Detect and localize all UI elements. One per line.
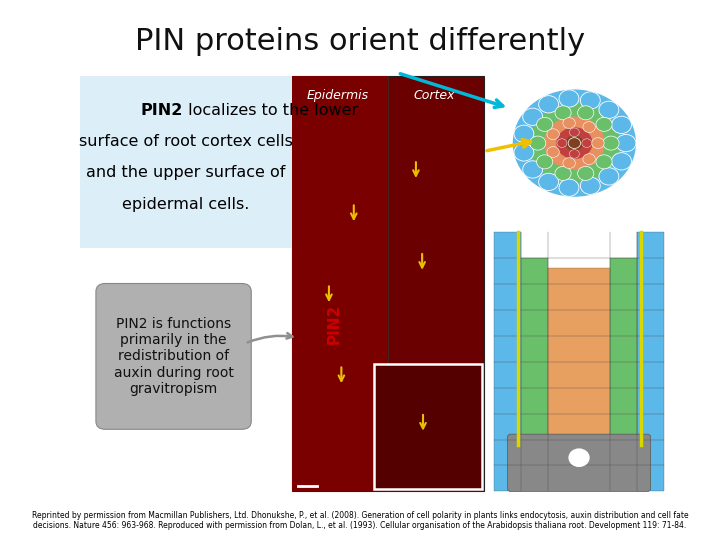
FancyBboxPatch shape xyxy=(292,76,485,491)
Circle shape xyxy=(577,166,594,180)
Circle shape xyxy=(530,136,546,150)
Text: localizes to the lower: localizes to the lower xyxy=(183,103,358,118)
Circle shape xyxy=(544,117,604,169)
Text: PIN2: PIN2 xyxy=(326,304,341,344)
FancyBboxPatch shape xyxy=(508,434,650,491)
FancyBboxPatch shape xyxy=(548,268,610,445)
Text: and the upper surface of: and the upper surface of xyxy=(86,165,286,180)
Text: Cortex: Cortex xyxy=(413,89,455,102)
FancyBboxPatch shape xyxy=(637,232,665,491)
Circle shape xyxy=(580,177,600,194)
Circle shape xyxy=(555,166,571,180)
Circle shape xyxy=(599,168,618,185)
FancyBboxPatch shape xyxy=(81,76,292,248)
Circle shape xyxy=(596,155,612,169)
FancyBboxPatch shape xyxy=(96,284,251,429)
Text: epidermal cells.: epidermal cells. xyxy=(122,197,250,212)
FancyBboxPatch shape xyxy=(374,364,482,489)
Circle shape xyxy=(530,104,619,182)
Circle shape xyxy=(611,153,631,170)
Circle shape xyxy=(596,117,612,131)
Text: PIN2: PIN2 xyxy=(140,103,183,118)
FancyBboxPatch shape xyxy=(292,76,388,491)
Circle shape xyxy=(513,90,635,196)
Circle shape xyxy=(557,139,567,147)
Circle shape xyxy=(567,136,582,150)
Circle shape xyxy=(514,144,534,161)
Circle shape xyxy=(547,129,559,140)
Circle shape xyxy=(539,96,559,113)
Circle shape xyxy=(570,150,580,158)
Circle shape xyxy=(611,116,631,133)
Circle shape xyxy=(568,138,580,148)
Circle shape xyxy=(563,158,575,168)
Circle shape xyxy=(616,134,636,152)
Circle shape xyxy=(547,146,559,157)
Circle shape xyxy=(536,117,553,131)
FancyBboxPatch shape xyxy=(521,258,548,471)
Circle shape xyxy=(536,155,553,169)
Text: PIN2 is functions
primarily in the
redistribution of
auxin during root
gravitrop: PIN2 is functions primarily in the redis… xyxy=(114,317,233,396)
Circle shape xyxy=(523,161,543,178)
Circle shape xyxy=(583,154,595,165)
FancyBboxPatch shape xyxy=(494,232,521,491)
Circle shape xyxy=(569,449,589,467)
Circle shape xyxy=(583,122,595,132)
Circle shape xyxy=(592,138,604,148)
Circle shape xyxy=(563,118,575,129)
Text: Epidermis: Epidermis xyxy=(307,89,369,102)
Circle shape xyxy=(555,106,571,120)
Circle shape xyxy=(582,139,592,147)
Circle shape xyxy=(577,106,594,120)
Text: PIN proteins orient differently: PIN proteins orient differently xyxy=(135,27,585,56)
Circle shape xyxy=(559,179,579,197)
Circle shape xyxy=(580,92,600,109)
Text: Reprinted by permission from Macmillan Publishers, Ltd. Dhonukshe, P., et al. (2: Reprinted by permission from Macmillan P… xyxy=(32,511,688,530)
Circle shape xyxy=(599,101,618,118)
Text: surface of root cortex cells: surface of root cortex cells xyxy=(79,134,293,149)
Circle shape xyxy=(603,136,619,150)
Circle shape xyxy=(514,125,534,143)
FancyBboxPatch shape xyxy=(610,258,637,471)
Circle shape xyxy=(523,108,543,125)
Circle shape xyxy=(570,128,580,137)
Circle shape xyxy=(539,173,559,191)
Circle shape xyxy=(557,128,592,158)
Circle shape xyxy=(559,90,579,107)
